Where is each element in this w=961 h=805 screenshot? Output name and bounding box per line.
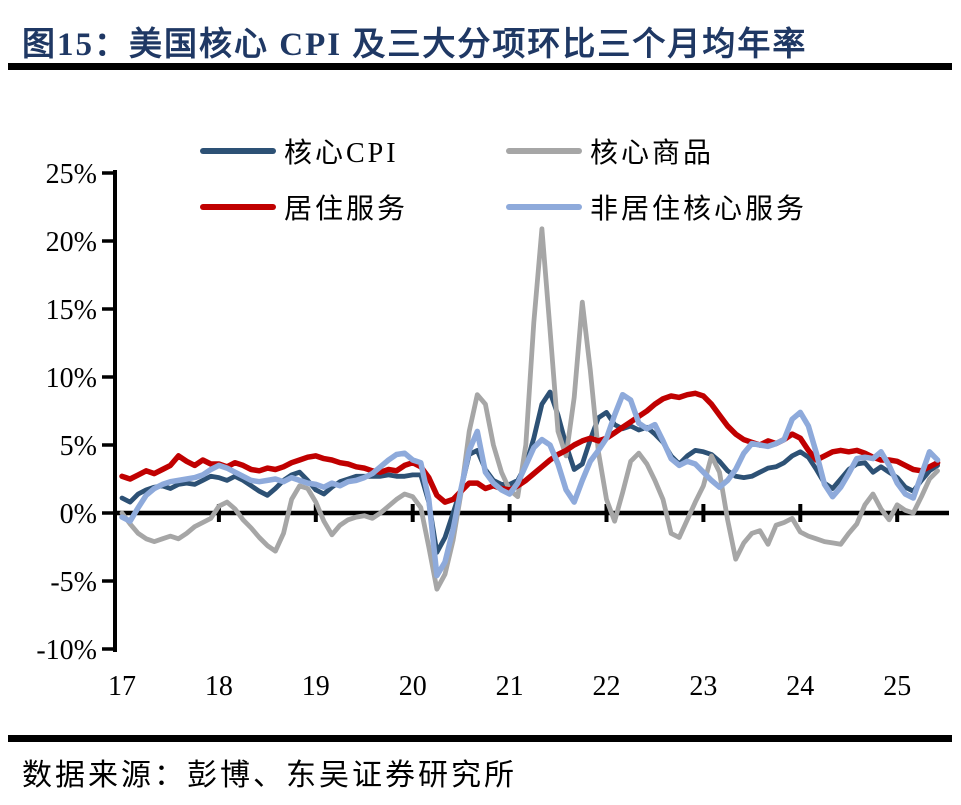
x-axis-label: 24: [786, 671, 814, 702]
title-divider-rule: [8, 63, 952, 70]
x-axis-label: 17: [108, 671, 136, 702]
x-axis-label: 20: [399, 671, 427, 702]
y-axis-label: 0%: [60, 499, 97, 530]
plot-svg: 25% 20% 15% 10% 5% 0% -5% -10% 17 18 19 20 21 22 23 24 2…: [36, 159, 949, 702]
y-axis-label: 25%: [46, 159, 97, 190]
y-axis-label: 20%: [46, 227, 97, 258]
y-axis-label: 15%: [46, 295, 97, 326]
x-axis-label: 22: [593, 671, 621, 702]
x-axis-label: 19: [302, 671, 330, 702]
series-line-housing-services: [119, 390, 941, 505]
y-axis-label: 5%: [60, 431, 97, 462]
y-axis-label: -5%: [50, 567, 97, 598]
series-line-core-goods: [119, 226, 940, 592]
x-axis-label: 25: [883, 671, 911, 702]
x-axis-label: 23: [689, 671, 717, 702]
x-axis-label: 18: [205, 671, 233, 702]
data-source-note: 数据来源：彭博、东吴证券研究所: [22, 759, 517, 792]
footer-divider-rule: [8, 735, 952, 742]
x-axis-label: 21: [496, 671, 524, 702]
figure-title: 图15：美国核心 CPI 及三大分项环比三个月均年率: [22, 27, 808, 63]
series-line-non-housing-core-services: [119, 391, 941, 579]
y-axis-label: -10%: [36, 635, 97, 666]
y-axis-label: 10%: [46, 363, 97, 394]
